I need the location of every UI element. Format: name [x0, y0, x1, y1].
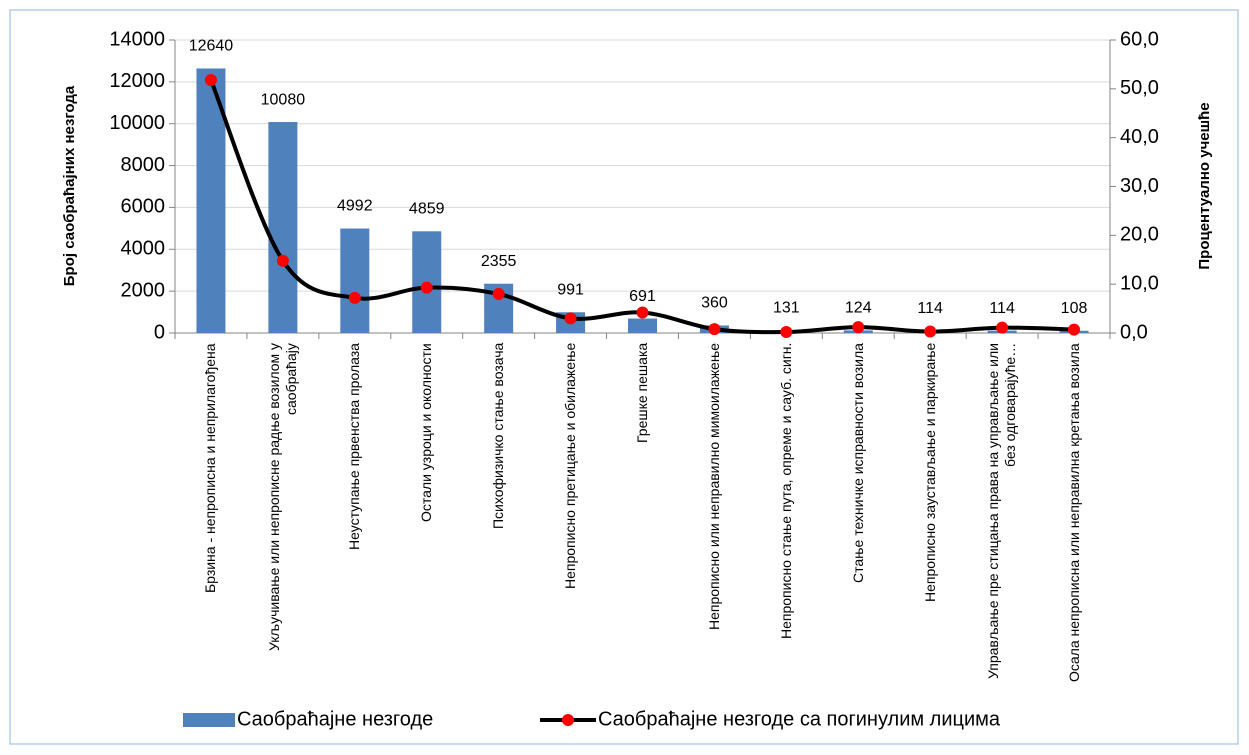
- x-tick-label-box: Психофизичко стање возача: [463, 343, 535, 703]
- x-tick-label: Психофизичко стање возача: [490, 343, 507, 530]
- line-marker: [1068, 323, 1081, 336]
- y-tick-label: 6000: [121, 196, 166, 218]
- value-label: 360: [701, 295, 728, 312]
- x-tick-label: Непрописно стање пута, опреме и сауб. си…: [777, 343, 794, 640]
- value-label: 2355: [481, 253, 517, 270]
- x-tick-label: Непрописно заустављање и паркирање: [921, 343, 938, 603]
- value-label: 131: [773, 299, 800, 316]
- value-label: 108: [1061, 300, 1088, 317]
- line-marker: [708, 323, 721, 336]
- y-tick-label: 8000: [121, 154, 166, 176]
- line-marker: [564, 312, 577, 325]
- y2-tick-label: 0,0: [1120, 321, 1148, 343]
- y-tick-label: 0: [154, 321, 165, 343]
- line-marker: [204, 74, 217, 87]
- line-marker: [420, 281, 433, 294]
- value-label: 114: [989, 300, 1015, 317]
- x-tick-label-box: Непрописно стање пута, опреме и сауб. си…: [750, 343, 822, 703]
- x-tick-label: Стање техничке исправности возила: [849, 343, 866, 583]
- y2-tick-label: 10,0: [1120, 272, 1159, 294]
- x-tick-label: Осала непрописна или неправилна кретања …: [1065, 343, 1082, 682]
- x-tick-label-box: Остали узроци и околности: [391, 343, 463, 703]
- x-tick-label-box: Непрописно претицање и обилажење: [535, 343, 607, 703]
- x-tick-label: Управљање пре стицања права на управљање…: [985, 343, 1019, 679]
- y2-tick-label: 60,0: [1120, 28, 1159, 50]
- line-marker: [780, 326, 793, 339]
- x-tick-label-box: Брзина - непрописна и неприлагођена: [175, 343, 247, 703]
- y2-tick-label: 20,0: [1120, 224, 1159, 246]
- line-marker: [492, 287, 505, 300]
- value-label: 991: [557, 281, 584, 298]
- bar: [628, 318, 657, 333]
- value-label: 114: [917, 300, 943, 317]
- x-tick-label-box: Управљање пре стицања права на управљање…: [966, 343, 1038, 703]
- y2-tick-label: 30,0: [1120, 175, 1159, 197]
- x-tick-label-box: Непрописно или неправилно мимоилажење: [678, 343, 750, 703]
- value-label: 124: [845, 300, 872, 317]
- line-marker: [636, 306, 649, 319]
- x-tick-label-box: Неуступање првенства пролаза: [319, 343, 391, 703]
- legend-marker: [562, 714, 574, 726]
- bar: [340, 228, 370, 333]
- value-label: 4992: [337, 198, 373, 215]
- y2-axis-title: Процентуално учешће: [1196, 102, 1213, 269]
- value-label: 691: [629, 288, 656, 305]
- x-tick-label: Непрописно претицање и обилажење: [562, 343, 579, 590]
- x-tick-label: Неуступање првенства пролаза: [346, 343, 363, 550]
- y-axis-title: Број саобраћајних незгода: [61, 85, 78, 286]
- x-tick-label: Непрописно или неправилно мимоилажење: [705, 343, 722, 631]
- line-marker: [348, 291, 361, 304]
- y2-tick-label: 40,0: [1120, 126, 1159, 148]
- y-tick-label: 4000: [121, 238, 166, 260]
- line-marker: [924, 325, 937, 338]
- value-label: 10080: [261, 91, 306, 108]
- bar: [268, 122, 298, 333]
- y2-tick-label: 50,0: [1120, 77, 1159, 99]
- x-tick-label: Грешке пешака: [633, 343, 650, 444]
- x-tick-label-box: Непрописно заустављање и паркирање: [894, 343, 966, 703]
- chart-border: [9, 9, 1239, 745]
- legend-swatch: [183, 713, 235, 727]
- y-tick-label: 10000: [109, 112, 165, 134]
- x-tick-label-box: Укључивање или непрописне радње возилом …: [247, 343, 319, 703]
- x-tick-label-box: Стање техничке исправности возила: [822, 343, 894, 703]
- legend-label: Саобраћајне незгоде: [237, 708, 433, 730]
- line-marker: [276, 254, 289, 267]
- x-tick-label-box: Осала непрописна или неправилна кретања …: [1038, 343, 1110, 703]
- y-tick-label: 12000: [109, 70, 165, 92]
- line-marker: [852, 321, 865, 334]
- x-tick-label: Остали узроци и околности: [418, 343, 435, 522]
- x-tick-label: Укључивање или непрописне радње возилом …: [265, 343, 299, 652]
- x-tick-label: Брзина - непрописна и неприлагођена: [202, 343, 219, 593]
- x-tick-label-box: Грешке пешака: [607, 343, 679, 703]
- legend-label: Саобраћајне незгоде са погинулим лицима: [598, 708, 1001, 730]
- value-label: 12640: [189, 38, 234, 55]
- y-tick-label: 14000: [109, 28, 165, 50]
- y-tick-label: 2000: [121, 279, 166, 301]
- value-label: 4859: [409, 201, 445, 218]
- line-marker: [996, 321, 1009, 334]
